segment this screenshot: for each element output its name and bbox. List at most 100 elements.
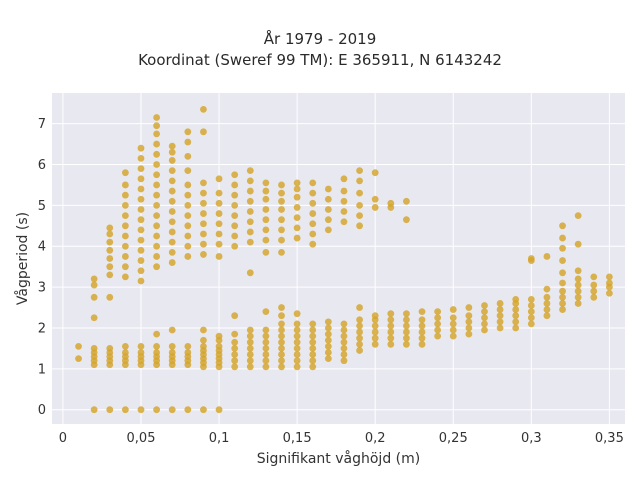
data-point xyxy=(574,293,582,301)
data-point xyxy=(605,279,613,287)
data-point xyxy=(121,191,129,199)
data-point xyxy=(215,220,223,228)
data-point xyxy=(356,167,363,175)
data-point xyxy=(324,349,332,356)
y-tick-label: 1 xyxy=(38,362,46,377)
data-point xyxy=(293,326,301,334)
data-point xyxy=(278,357,285,365)
data-point xyxy=(106,406,114,414)
data-point xyxy=(543,293,551,301)
data-point xyxy=(527,314,535,322)
y-axis-ticks: 0 1 2 3 4 5 6 7 xyxy=(38,117,46,418)
data-point xyxy=(215,342,223,350)
data-point xyxy=(340,351,348,358)
x-tick-label: 0,05 xyxy=(127,431,156,446)
data-point xyxy=(153,122,161,130)
data-point xyxy=(137,349,145,356)
data-point xyxy=(200,240,207,248)
data-point xyxy=(231,232,239,240)
data-point xyxy=(387,334,395,342)
data-point xyxy=(153,253,161,260)
data-point xyxy=(356,334,363,342)
data-point xyxy=(340,175,348,183)
data-point xyxy=(137,154,145,162)
data-point xyxy=(356,189,363,197)
data-point xyxy=(246,218,254,226)
data-point xyxy=(324,336,332,344)
data-point xyxy=(262,179,270,187)
data-point xyxy=(200,251,207,258)
data-point xyxy=(371,169,379,177)
x-tick-label: 0,1 xyxy=(209,431,230,446)
data-point xyxy=(559,287,566,295)
data-point xyxy=(153,263,161,271)
data-point xyxy=(512,324,520,332)
data-point xyxy=(293,185,301,193)
data-point xyxy=(371,312,379,320)
data-point xyxy=(278,338,285,346)
data-point xyxy=(75,342,82,350)
data-point xyxy=(200,210,207,217)
data-point xyxy=(262,248,270,256)
data-point xyxy=(590,287,598,295)
data-point xyxy=(246,228,254,236)
data-point xyxy=(340,357,348,365)
data-point xyxy=(590,273,598,281)
data-point xyxy=(137,206,145,213)
data-point xyxy=(371,340,379,348)
y-tick-label: 5 xyxy=(38,199,46,214)
data-point xyxy=(153,130,161,138)
data-point xyxy=(309,320,317,328)
data-point xyxy=(356,340,363,348)
data-point xyxy=(168,197,176,205)
data-point xyxy=(356,177,363,185)
data-point xyxy=(262,216,270,224)
data-point xyxy=(574,275,582,283)
x-tick-label: 0 xyxy=(59,431,67,446)
data-point xyxy=(293,363,301,371)
data-point xyxy=(262,308,270,316)
data-point xyxy=(496,318,504,326)
data-point xyxy=(293,332,301,340)
data-point xyxy=(246,357,254,365)
data-point xyxy=(387,328,395,336)
data-point xyxy=(153,181,161,189)
data-point xyxy=(403,216,410,224)
data-point xyxy=(215,240,223,248)
data-point xyxy=(512,306,520,313)
data-point xyxy=(200,199,207,207)
data-point xyxy=(278,197,285,205)
data-point xyxy=(121,263,129,271)
data-point xyxy=(278,248,285,256)
data-point xyxy=(527,295,535,303)
data-point xyxy=(184,201,192,209)
data-point xyxy=(481,320,488,328)
data-point xyxy=(231,312,239,320)
data-point xyxy=(137,257,145,264)
data-point xyxy=(543,312,551,320)
data-point xyxy=(168,248,176,256)
x-axis-label: Signifikant våghöjd (m) xyxy=(257,450,420,467)
data-point xyxy=(293,234,301,242)
data-point xyxy=(121,201,129,209)
data-point xyxy=(200,326,207,334)
data-point xyxy=(512,295,520,303)
data-point xyxy=(356,222,363,230)
data-point xyxy=(278,345,285,352)
data-point xyxy=(418,322,426,330)
data-point xyxy=(200,220,207,228)
y-tick-label: 7 xyxy=(38,117,46,132)
data-point xyxy=(387,340,395,348)
data-point xyxy=(121,253,129,260)
data-point xyxy=(574,240,582,248)
data-point xyxy=(168,157,176,164)
data-point xyxy=(527,320,535,328)
data-point xyxy=(153,330,161,338)
data-point xyxy=(90,275,98,283)
data-point xyxy=(481,308,488,316)
data-point xyxy=(121,222,129,230)
data-point xyxy=(200,230,207,238)
data-point xyxy=(106,230,114,238)
data-point xyxy=(121,273,129,281)
data-point xyxy=(293,310,301,318)
